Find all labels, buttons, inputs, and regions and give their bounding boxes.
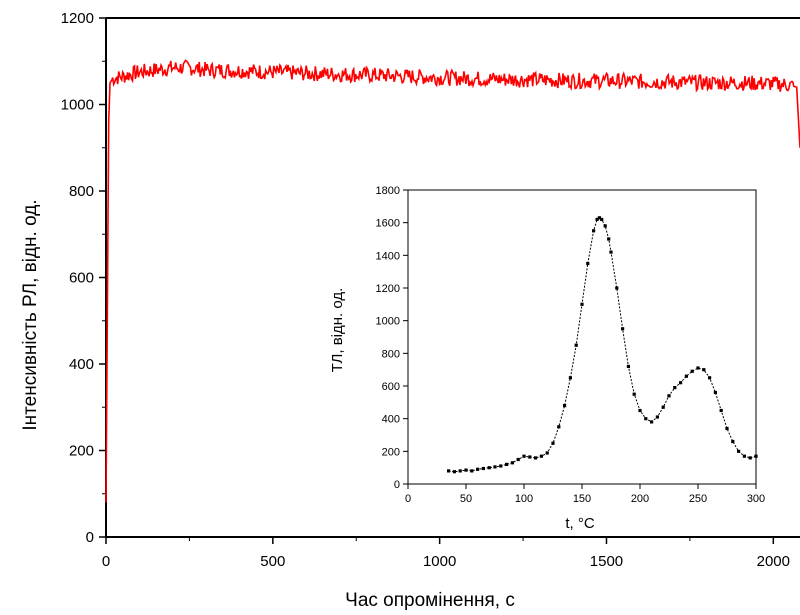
inset-data-point — [684, 374, 688, 378]
inset-data-point — [505, 462, 509, 466]
main-y-tick-label: 0 — [86, 529, 94, 546]
inset-data-point — [563, 404, 567, 408]
inset-data-point — [609, 250, 613, 254]
inset-data-point — [696, 366, 700, 370]
inset-data-point — [708, 376, 712, 380]
inset-y-tick-label: 1000 — [376, 316, 400, 328]
inset-data-point — [607, 237, 611, 241]
inset-data-point — [499, 464, 503, 468]
main-x-tick-label: 500 — [260, 553, 285, 570]
inset-data-point — [470, 469, 474, 473]
inset-x-tick-label: 150 — [573, 493, 591, 505]
inset-data-point — [464, 468, 468, 472]
main-y-tick-label: 1200 — [61, 10, 94, 27]
inset-data-point — [754, 454, 758, 458]
inset-series — [447, 216, 758, 474]
inset-data-point — [650, 420, 654, 424]
inset-data-point — [534, 456, 538, 460]
main-y-tick-label: 800 — [69, 183, 94, 200]
inset-data-point — [600, 217, 604, 221]
inset-data-point — [493, 465, 497, 469]
inset-y-axis-title: ТЛ, відн. од. — [329, 288, 346, 373]
inset-data-point — [713, 390, 717, 395]
inset-data-point — [447, 469, 451, 473]
inset-y-tick-label: 400 — [382, 414, 400, 426]
main-y-tick-label: 400 — [69, 356, 94, 373]
inset-data-point — [592, 229, 596, 233]
inset-data-point — [586, 261, 590, 266]
main-x-tick-label: 2000 — [757, 553, 790, 570]
inset-data-point — [673, 386, 677, 390]
inset-data-point — [458, 469, 462, 473]
inset-data-point — [574, 343, 578, 347]
inset-background — [407, 189, 757, 485]
inset-y-tick-label: 1600 — [376, 218, 400, 230]
inset-ticks: 0 50 100 150 200 250 300 0 200 400 600 800 1000 1200 1… — [376, 185, 766, 505]
inset-data-point — [626, 364, 630, 368]
inset-y-tick-label: 1200 — [376, 283, 400, 295]
inset-data-point — [603, 224, 607, 228]
inset-y-tick-label: 1400 — [376, 250, 400, 262]
main-series-line — [105, 59, 800, 503]
inset-data-point — [539, 454, 543, 458]
inset-data-point — [510, 461, 514, 465]
inset-data-point — [644, 417, 648, 421]
main-x-tick-label: 1500 — [590, 553, 623, 570]
inset-data-point — [737, 449, 741, 453]
inset-data-point — [742, 454, 746, 458]
inset-data-point — [615, 286, 619, 290]
inset-data-point — [452, 470, 456, 474]
inset-data-point — [690, 369, 694, 373]
inset-y-tick-label: 800 — [382, 348, 400, 360]
inset-data-point — [522, 454, 526, 458]
inset-data-point — [679, 381, 683, 385]
inset-data-point — [719, 408, 723, 413]
inset-data-point — [476, 467, 480, 471]
inset-data-point — [638, 408, 642, 413]
inset-y-tick-label: 600 — [382, 381, 400, 393]
inset-plot: 0 50 100 150 200 250 300 0 200 400 600 800 1000 1200 1… — [329, 185, 765, 532]
inset-y-tick-label: 200 — [382, 446, 400, 458]
inset-x-tick-label: 250 — [689, 493, 707, 505]
inset-data-point — [667, 394, 671, 398]
inset-y-tick-label: 0 — [394, 479, 400, 491]
inset-data-point — [731, 439, 735, 444]
main-y-tick-label: 200 — [69, 443, 94, 460]
inset-x-tick-label: 200 — [631, 493, 649, 505]
inset-data-point — [481, 466, 485, 471]
inset-data-point — [621, 327, 625, 331]
inset-data-point — [528, 455, 532, 459]
inset-data-point — [595, 217, 599, 221]
inset-x-tick-label: 50 — [460, 493, 472, 505]
main-x-tick-label: 0 — [102, 553, 110, 570]
inset-x-tick-label: 300 — [747, 493, 765, 505]
inset-data-point — [545, 451, 549, 455]
inset-x-tick-label: 0 — [405, 493, 411, 505]
inset-y-tick-label: 1800 — [376, 185, 400, 197]
inset-data-point — [661, 405, 665, 409]
main-x-axis-title: Час опромінення, с — [345, 590, 515, 611]
main-y-tick-label: 1000 — [61, 97, 94, 114]
inset-data-point — [632, 392, 636, 396]
inset-data-point — [568, 376, 572, 380]
main-y-tick-label: 600 — [69, 270, 94, 287]
inset-data-point — [655, 415, 659, 419]
inset-data-point — [748, 456, 752, 460]
inset-data-point — [487, 466, 491, 470]
inset-data-point — [725, 426, 729, 431]
inset-data-point — [557, 425, 561, 429]
inset-data-point — [516, 457, 520, 462]
inset-data-point — [702, 368, 706, 372]
inset-data-point — [597, 216, 601, 220]
main-series — [105, 59, 800, 503]
inset-x-axis-title: t, °C — [565, 515, 595, 532]
inset-x-tick-label: 100 — [515, 493, 533, 505]
inset-data-point — [551, 441, 555, 445]
main-x-tick-label: 1000 — [423, 553, 456, 570]
main-y-axis-title: Інтенсивність РЛ, відн. од. — [20, 199, 41, 430]
inset-data-point — [580, 302, 584, 306]
